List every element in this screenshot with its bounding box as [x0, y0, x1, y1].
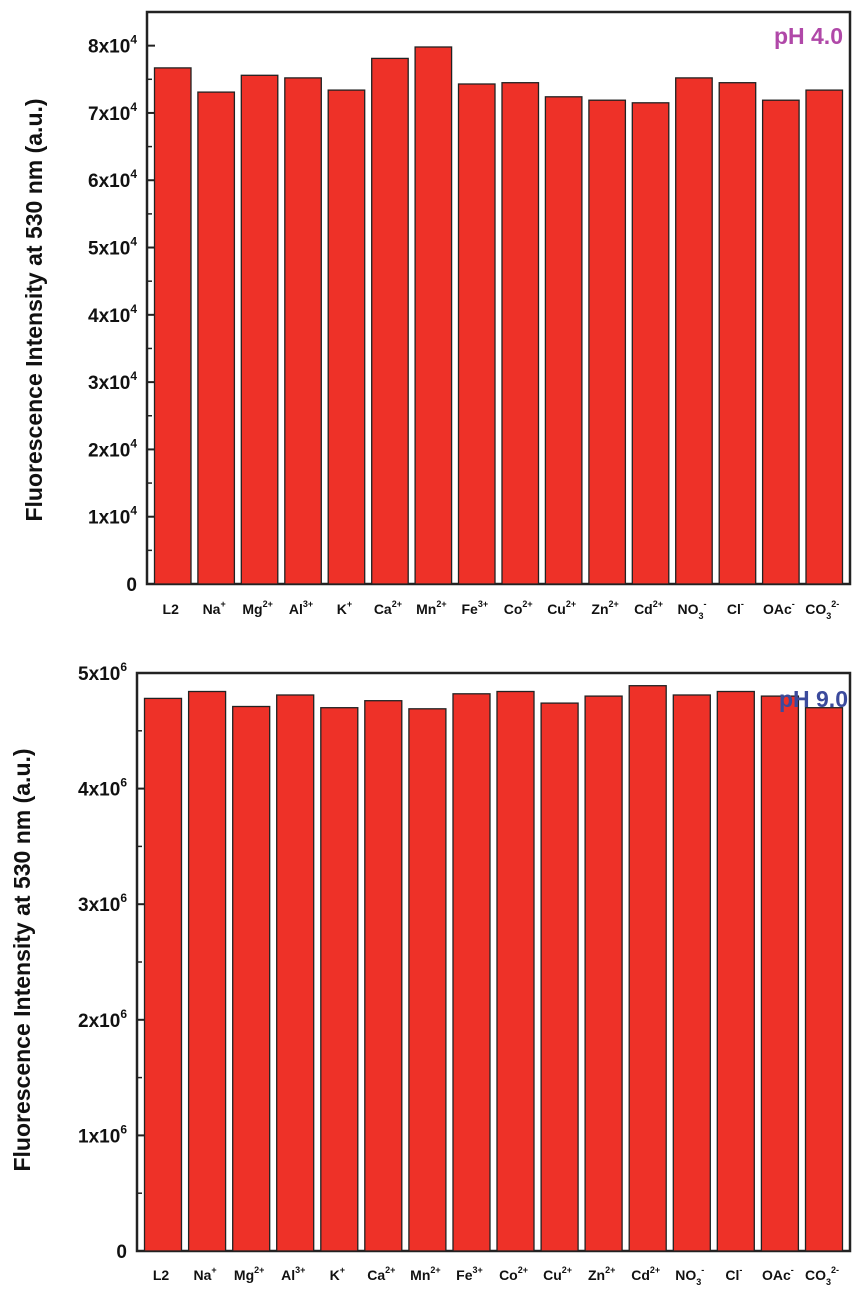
- bar: [240, 74, 279, 585]
- x-category-label: Mn2+: [410, 1265, 440, 1283]
- x-category-label: Cd2+: [631, 1265, 660, 1283]
- y-tick-label: 5x104: [88, 235, 137, 260]
- bar: [496, 690, 535, 1252]
- chart-panel-ph9: 0 1x106 2x106 3x106 4x106 5x106 L2 Na+ Mg2+ Al3+…: [9, 660, 852, 1287]
- bar: [276, 694, 315, 1252]
- x-category-label: Mn2+: [416, 599, 446, 617]
- bar: [540, 702, 579, 1252]
- y-axis-ticks: 0 1x106 2x106 3x106 4x106 5x106: [78, 660, 145, 1263]
- chart-title: pH 9.0: [779, 686, 848, 712]
- y-tick-label: 0: [126, 575, 137, 596]
- y-tick-label: 2x104: [88, 436, 137, 461]
- bar: [631, 102, 670, 585]
- x-category-label: Cl-: [725, 1265, 742, 1283]
- x-axis-categories: L2 Na+ Mg2+ Al3+ K+ Ca2+ Mn2+ Fe3+ Co2+ Cu2+ Zn2+ C…: [163, 599, 840, 621]
- y-axis-label: Fluorescence Intensity at 530 nm (a.u.): [21, 98, 47, 521]
- bar: [760, 695, 800, 1252]
- y-axis-ticks: 0 1x104 2x104 3x104 4x104 5x104 6x104 7x104 8x10…: [88, 33, 155, 596]
- bar: [414, 46, 453, 585]
- x-category-label: Cd2+: [634, 599, 663, 617]
- x-category-label: Zn2+: [591, 599, 618, 617]
- bar: [718, 82, 757, 585]
- bar: [452, 693, 491, 1252]
- bar: [327, 89, 366, 585]
- x-category-label: Co2+: [504, 599, 533, 617]
- x-category-label: Ca2+: [374, 599, 402, 617]
- bar: [501, 82, 540, 585]
- y-tick-label: 4x106: [78, 776, 127, 801]
- bar: [408, 708, 447, 1252]
- x-category-label: Co2+: [499, 1265, 528, 1283]
- x-category-label: L2: [163, 601, 180, 617]
- x-category-label: Mg2+: [234, 1265, 264, 1283]
- chart-title: pH 4.0: [774, 23, 843, 49]
- x-category-label: NO3-: [677, 599, 706, 621]
- x-axis-categories: L2 Na+ Mg2+ Al3+ K+ Ca2+ Mn2+ Fe3+ Co2+ Cu2+ Zn2+ C…: [153, 1265, 839, 1287]
- bar: [320, 707, 359, 1252]
- bar-group: [153, 46, 844, 585]
- bar: [804, 707, 844, 1252]
- bar-group: [143, 685, 844, 1252]
- y-tick-label: 0: [116, 1242, 127, 1263]
- plot-frame: [145, 10, 852, 586]
- y-tick-label: 3x104: [88, 369, 137, 394]
- y-tick-label: 8x104: [88, 33, 137, 58]
- bar: [153, 67, 192, 585]
- x-category-label: Al3+: [289, 599, 313, 617]
- bar: [457, 83, 496, 585]
- bar: [805, 89, 844, 585]
- x-category-label: Zn2+: [588, 1265, 615, 1283]
- x-category-label: Fe3+: [456, 1265, 483, 1283]
- bar: [675, 77, 713, 585]
- x-category-label: K+: [337, 599, 352, 617]
- x-category-label: Cu2+: [547, 599, 576, 617]
- x-category-label: CO32-: [805, 1265, 839, 1287]
- x-category-label: CO32-: [805, 599, 839, 621]
- bar: [716, 690, 755, 1252]
- bar: [761, 99, 800, 585]
- y-tick-label: 6x104: [88, 167, 137, 192]
- y-axis-label: Fluorescence Intensity at 530 nm (a.u.): [9, 748, 35, 1171]
- bar: [187, 690, 227, 1252]
- x-category-label: Ca2+: [367, 1265, 395, 1283]
- x-category-label: Fe3+: [461, 599, 488, 617]
- y-tick-label: 1x106: [78, 1122, 127, 1147]
- y-tick-label: 2x106: [78, 1007, 127, 1032]
- y-tick-label: 7x104: [88, 100, 137, 125]
- x-category-label: Cl-: [727, 599, 744, 617]
- x-category-label: Mg2+: [242, 599, 272, 617]
- chart-panel-ph4: 0 1x104 2x104 3x104 4x104 5x104 6x104 7x104 8x10…: [21, 10, 852, 621]
- bar: [364, 700, 403, 1252]
- bar: [672, 694, 711, 1252]
- bar: [232, 705, 271, 1252]
- x-category-label: K+: [330, 1265, 345, 1283]
- y-tick-label: 5x106: [78, 660, 127, 685]
- bar: [588, 99, 627, 585]
- bar: [628, 685, 667, 1252]
- bar: [197, 91, 236, 585]
- x-category-label: Cu2+: [543, 1265, 572, 1283]
- bar: [371, 57, 409, 585]
- x-category-label: Na+: [203, 599, 226, 617]
- x-category-label: Al3+: [281, 1265, 305, 1283]
- bar: [284, 77, 322, 585]
- x-category-label: L2: [153, 1267, 170, 1283]
- y-tick-label: 1x104: [88, 504, 137, 529]
- bar: [544, 96, 583, 585]
- x-category-label: Na+: [194, 1265, 217, 1283]
- y-tick-label: 4x104: [88, 302, 137, 327]
- x-category-label: OAc-: [762, 1265, 794, 1283]
- x-category-label: NO3-: [675, 1265, 704, 1287]
- x-category-label: OAc-: [763, 599, 795, 617]
- y-tick-label: 3x106: [78, 891, 127, 916]
- bar: [584, 695, 623, 1252]
- bar: [143, 697, 183, 1252]
